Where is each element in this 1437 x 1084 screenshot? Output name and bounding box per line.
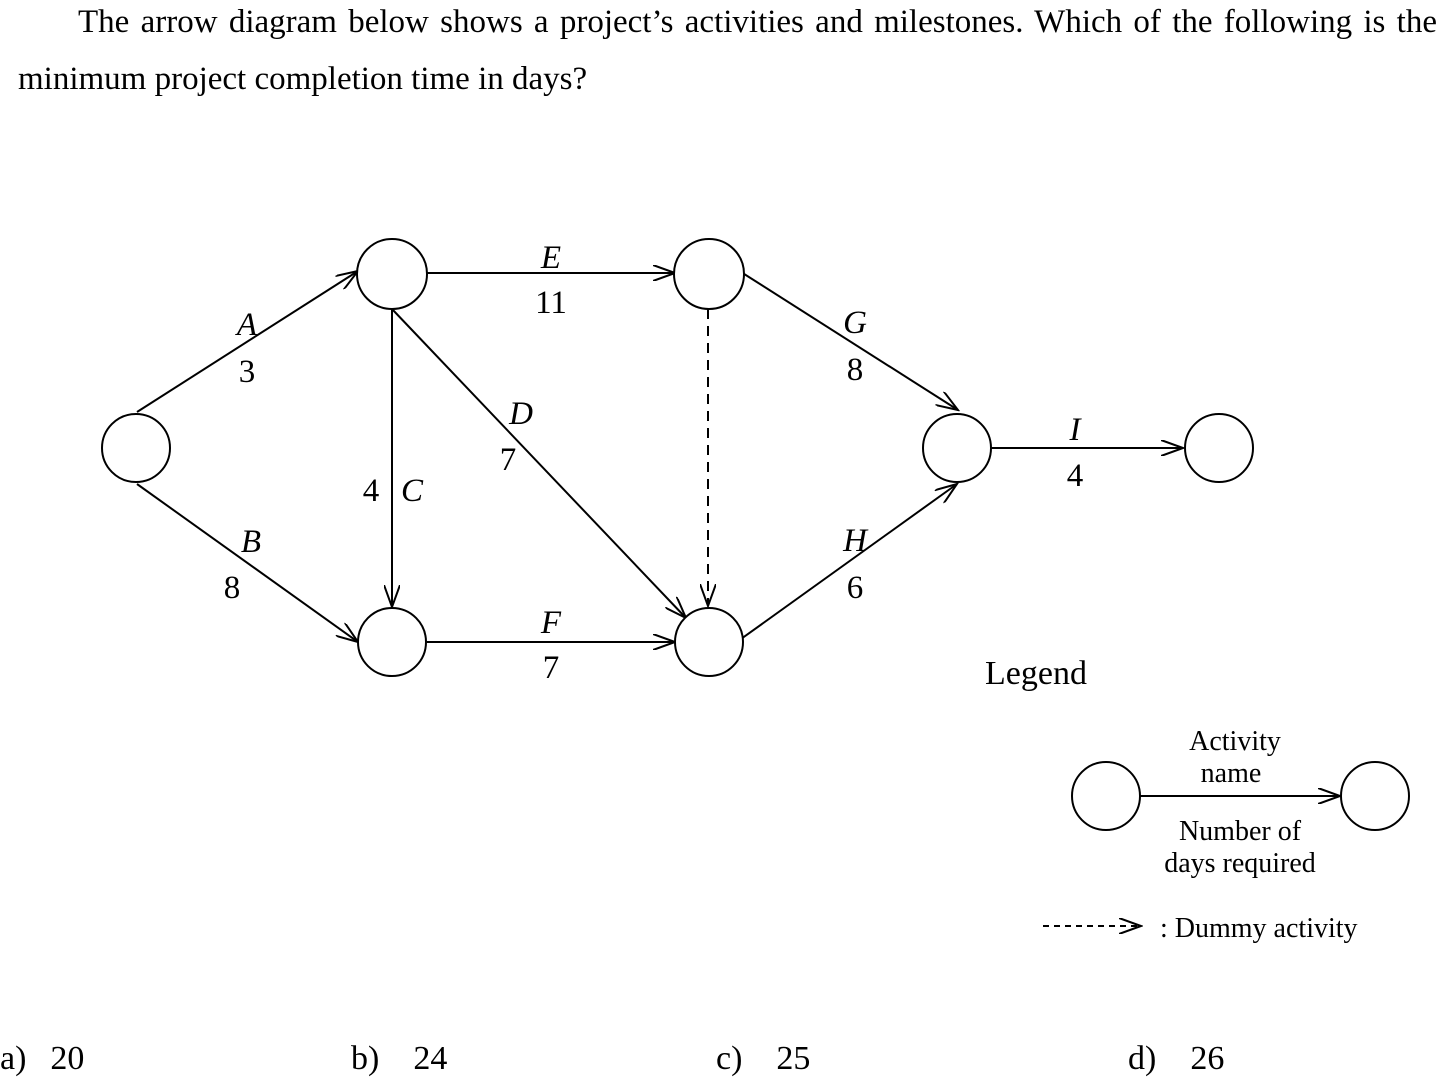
activity-C-name: C bbox=[401, 473, 424, 509]
activity-I-days: 4 bbox=[1067, 458, 1084, 494]
activity-D-days: 7 bbox=[500, 442, 517, 478]
activity-B-days: 8 bbox=[224, 570, 241, 606]
milestone-node bbox=[922, 413, 992, 483]
legend-node bbox=[1340, 761, 1410, 831]
activity-A-name: A bbox=[235, 307, 258, 343]
option-value: 26 bbox=[1190, 1040, 1225, 1077]
arrow-A bbox=[136, 271, 358, 413]
option-a[interactable]: a) 20 bbox=[0, 1040, 84, 1078]
activity-A-days: 3 bbox=[239, 354, 256, 390]
legend-days-line2: days required bbox=[1164, 848, 1316, 879]
question-text: The arrow diagram below shows a project’… bbox=[18, 4, 1437, 97]
option-value: 20 bbox=[50, 1040, 85, 1077]
activity-I-name: I bbox=[1069, 412, 1083, 448]
arrow-D bbox=[391, 308, 686, 618]
legend-title: Legend bbox=[985, 655, 1087, 692]
answer-options: a) 20 b) 24 c) 25 d) 26 bbox=[0, 1040, 1437, 1084]
legend-node bbox=[1071, 761, 1141, 831]
milestone-node bbox=[1184, 413, 1254, 483]
option-value: 25 bbox=[776, 1040, 811, 1077]
legend-activity-name-line1: Activity bbox=[1189, 726, 1281, 757]
legend-days-line1: Number of bbox=[1179, 816, 1302, 847]
activity-C-days: 4 bbox=[363, 473, 380, 509]
option-c[interactable]: c) 25 bbox=[716, 1040, 810, 1078]
activity-B-name: B bbox=[241, 524, 261, 560]
activity-E-days: 11 bbox=[535, 285, 567, 321]
milestone-node bbox=[357, 607, 427, 677]
option-letter: d) bbox=[1128, 1040, 1157, 1077]
activity-H-name: H bbox=[842, 523, 869, 559]
activity-H-days: 6 bbox=[847, 570, 864, 606]
activity-F-days: 7 bbox=[543, 650, 560, 686]
option-d[interactable]: d) 26 bbox=[1128, 1040, 1224, 1078]
arrow-G bbox=[740, 271, 958, 410]
activity-G-days: 8 bbox=[847, 352, 864, 388]
option-value: 24 bbox=[413, 1040, 448, 1077]
milestone-node bbox=[673, 238, 745, 310]
legend-activity-name-line2: name bbox=[1201, 758, 1262, 789]
arrow-B bbox=[136, 483, 358, 642]
legend-dummy-label: : Dummy activity bbox=[1160, 913, 1358, 944]
activity-D-name: D bbox=[508, 396, 533, 432]
activity-G-name: G bbox=[843, 305, 867, 341]
option-letter: b) bbox=[351, 1040, 380, 1077]
activity-E-name: E bbox=[540, 240, 561, 276]
arrow-H bbox=[740, 484, 957, 640]
option-b[interactable]: b) 24 bbox=[351, 1040, 447, 1078]
option-letter: c) bbox=[716, 1040, 743, 1077]
activity-F-name: F bbox=[540, 605, 562, 641]
option-letter: a) bbox=[0, 1040, 27, 1077]
milestone-node bbox=[101, 413, 171, 483]
milestone-node bbox=[356, 238, 428, 310]
milestone-node bbox=[674, 607, 744, 677]
